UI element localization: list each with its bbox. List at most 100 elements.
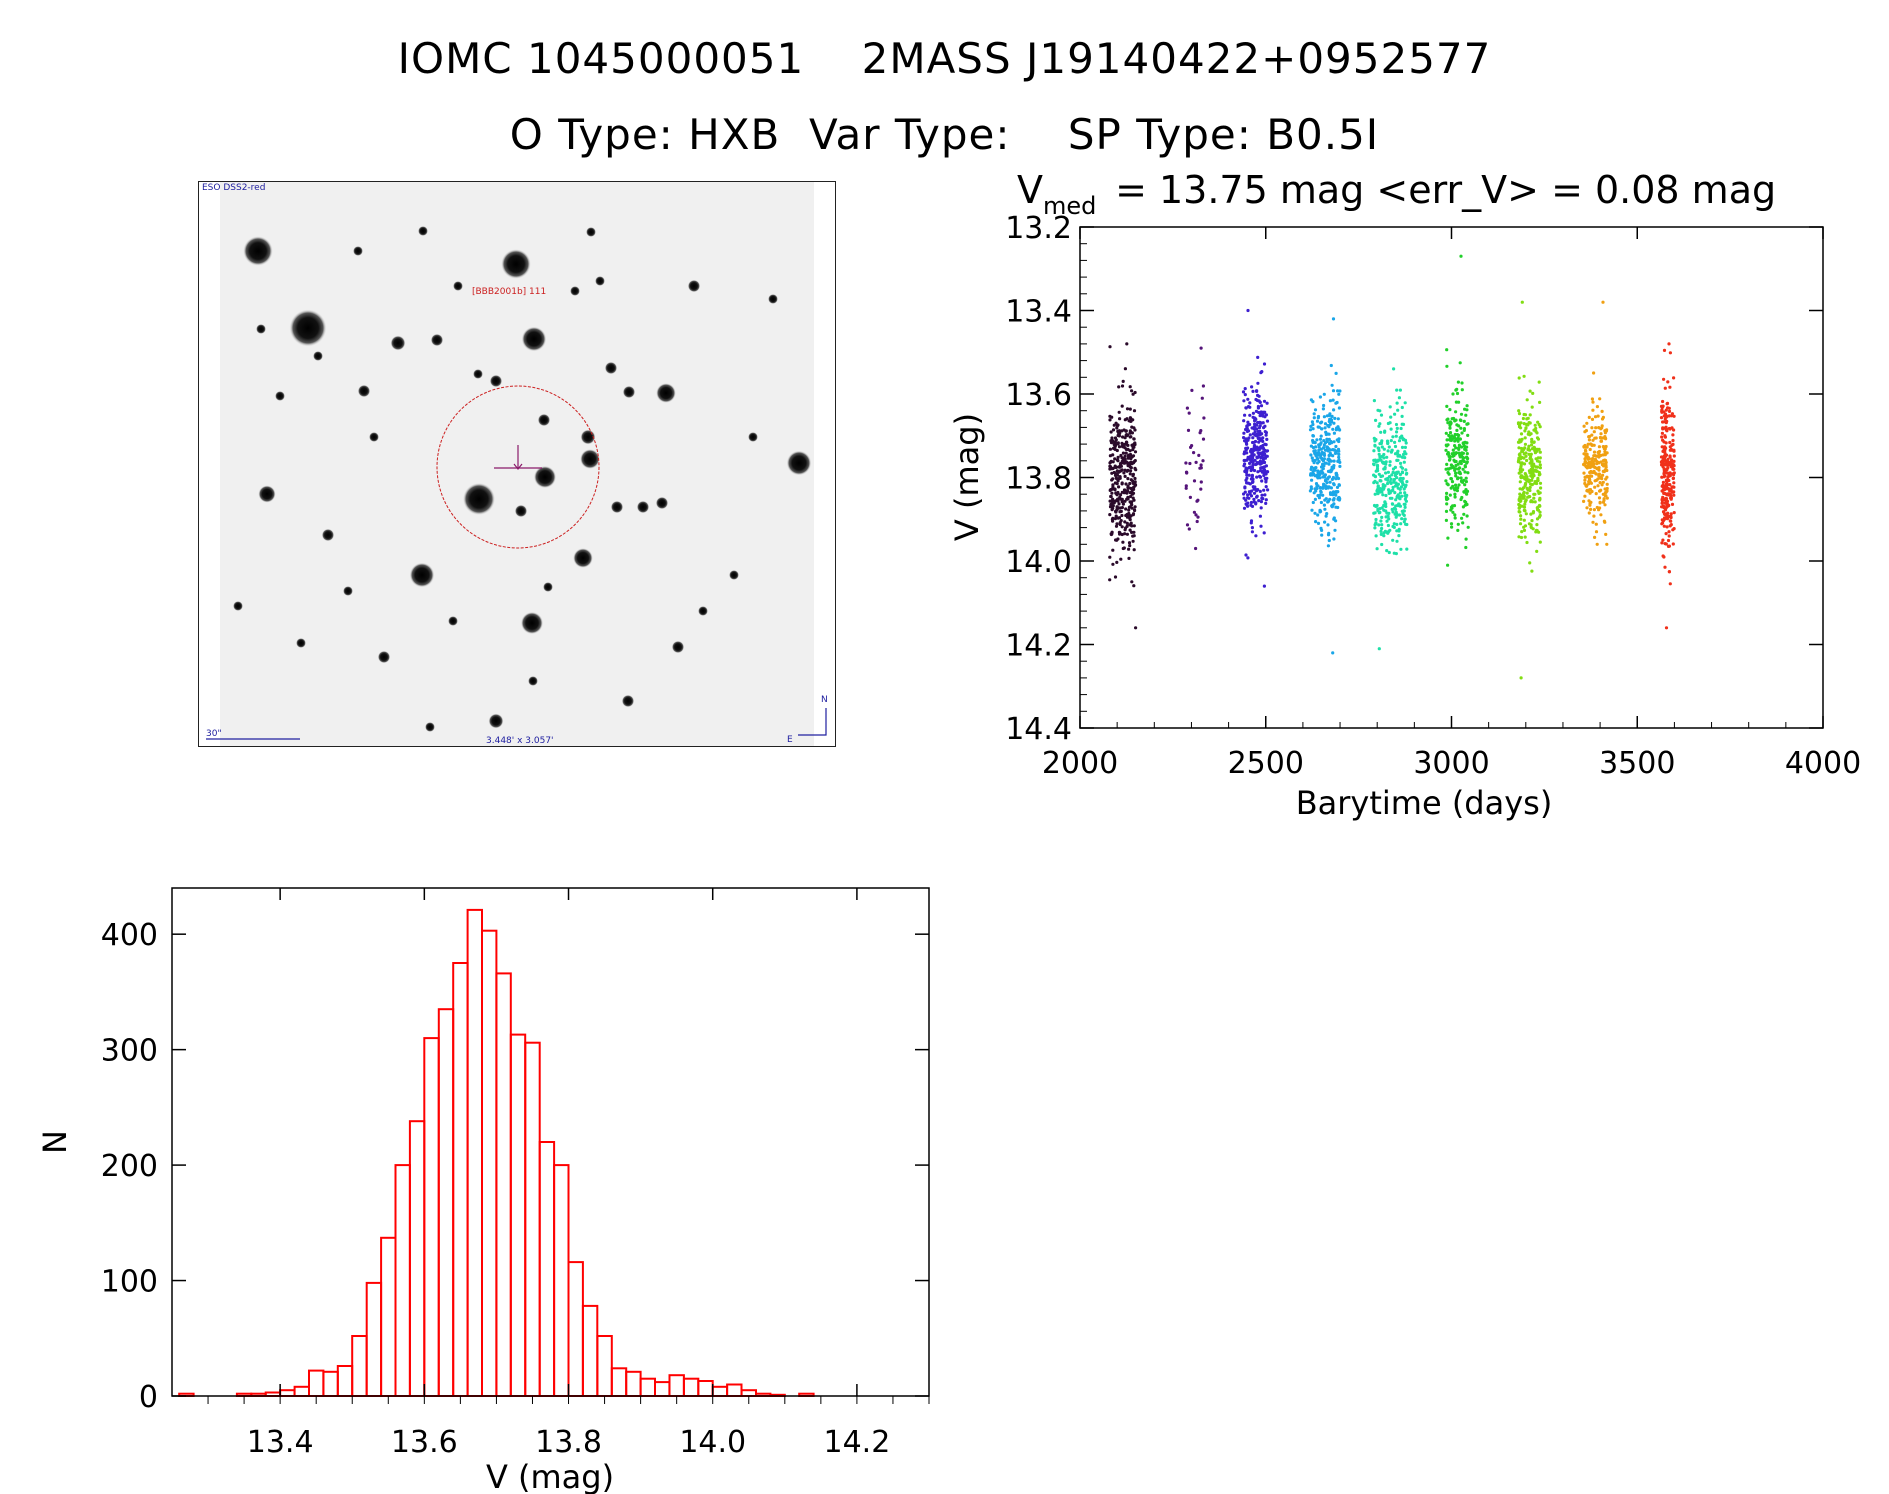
lc-point [1530, 443, 1534, 447]
lc-point [1262, 399, 1267, 403]
lc-point [1528, 485, 1532, 489]
lc-point [1392, 525, 1396, 530]
lc-point [1586, 442, 1590, 446]
lc-point [1333, 528, 1337, 532]
lc-point [1450, 434, 1454, 438]
lc-point [1462, 512, 1466, 516]
hist-bar [466, 908, 484, 1398]
lc-point [1328, 399, 1332, 403]
lc-point [1254, 489, 1259, 493]
hist-x-tick-label: 13.6 [391, 1425, 458, 1460]
lc-point [1537, 380, 1541, 384]
lc-point [1603, 503, 1607, 507]
lc-point [1539, 486, 1543, 490]
lc-point [1591, 400, 1595, 404]
lc-point [1397, 527, 1401, 532]
lc-point [1311, 422, 1315, 427]
lc-point [1324, 514, 1328, 518]
lc-point [1663, 435, 1667, 439]
lc-point [1591, 438, 1595, 442]
lc-point [1374, 517, 1378, 522]
lc-point [1461, 521, 1465, 525]
lc-point [1257, 499, 1261, 503]
hist-y-tick-label: 100 [101, 1265, 158, 1300]
lc-point [1454, 418, 1458, 422]
lc-point [1130, 503, 1134, 507]
lc-point [1260, 432, 1264, 436]
lc-point [1663, 417, 1667, 421]
lc-point [1310, 456, 1314, 460]
lc-point [1520, 487, 1524, 491]
lc-point [1662, 491, 1666, 495]
finder-star [353, 246, 363, 256]
lc-point [1444, 443, 1448, 447]
lc-point [1243, 490, 1247, 494]
lc-point [1372, 399, 1376, 403]
lc-point [1262, 488, 1266, 492]
lc-point [1259, 466, 1263, 470]
lc-point [1328, 451, 1332, 455]
lc-point [1403, 456, 1407, 460]
lc-point [1595, 405, 1599, 409]
lc-point [1244, 427, 1248, 432]
lc-point [1592, 371, 1596, 375]
lc-y-tick-label: 13.4 [1005, 295, 1072, 330]
lc-point [1319, 490, 1323, 494]
lc-point [1535, 549, 1539, 554]
lc-point [1397, 396, 1401, 400]
hist-bar [322, 1370, 339, 1398]
lc-point [1453, 492, 1457, 496]
lc-point [1598, 481, 1602, 485]
lc-point [1517, 446, 1521, 450]
lc-point [1386, 481, 1390, 486]
lc-point [1323, 498, 1327, 502]
finder-star [586, 227, 596, 237]
lc-point [1309, 444, 1313, 448]
lc-point [1587, 438, 1591, 442]
lc-point [1665, 402, 1669, 406]
lc-point [1125, 342, 1129, 346]
lc-point [1132, 437, 1136, 441]
lc-point [1668, 351, 1672, 355]
lc-point [1403, 445, 1407, 449]
lc-point [1400, 445, 1405, 449]
finder-star [473, 369, 483, 379]
lc-point [1313, 451, 1317, 455]
lc-point [1454, 471, 1458, 475]
lc-point [1188, 461, 1192, 466]
lc-point [1316, 494, 1320, 498]
lc-point [1667, 409, 1672, 413]
lc-point [1387, 491, 1391, 495]
lc-point [1522, 518, 1526, 522]
lc-point [1531, 391, 1535, 395]
lc-point [1108, 555, 1112, 559]
lc-point [1132, 534, 1136, 538]
lc-point [1131, 539, 1135, 543]
finder-star [621, 694, 635, 708]
lc-point [1264, 485, 1268, 489]
finder-star [573, 548, 593, 568]
lc-point [1335, 426, 1339, 430]
lc-point [1123, 436, 1127, 440]
lc-point [1111, 548, 1115, 552]
lc-point [1404, 472, 1408, 476]
lc-point [1323, 422, 1328, 426]
lc-point [1454, 474, 1458, 478]
lc-point [1332, 537, 1336, 541]
lc-point [1373, 492, 1377, 496]
lc-point [1332, 492, 1336, 496]
lc-point [1190, 388, 1194, 392]
hist-bar [596, 1335, 613, 1397]
lc-point [1392, 522, 1396, 526]
finder-star [768, 294, 778, 304]
lc-point [1377, 452, 1381, 456]
finder-star [595, 276, 605, 286]
lc-point [1330, 504, 1334, 508]
lc-point [1583, 448, 1588, 452]
lc-point [1377, 448, 1381, 453]
hist-bar [437, 1008, 455, 1397]
lc-point [1248, 413, 1252, 417]
lc-point [1449, 505, 1454, 509]
finder-star [520, 611, 544, 635]
lc-point [1584, 455, 1588, 459]
